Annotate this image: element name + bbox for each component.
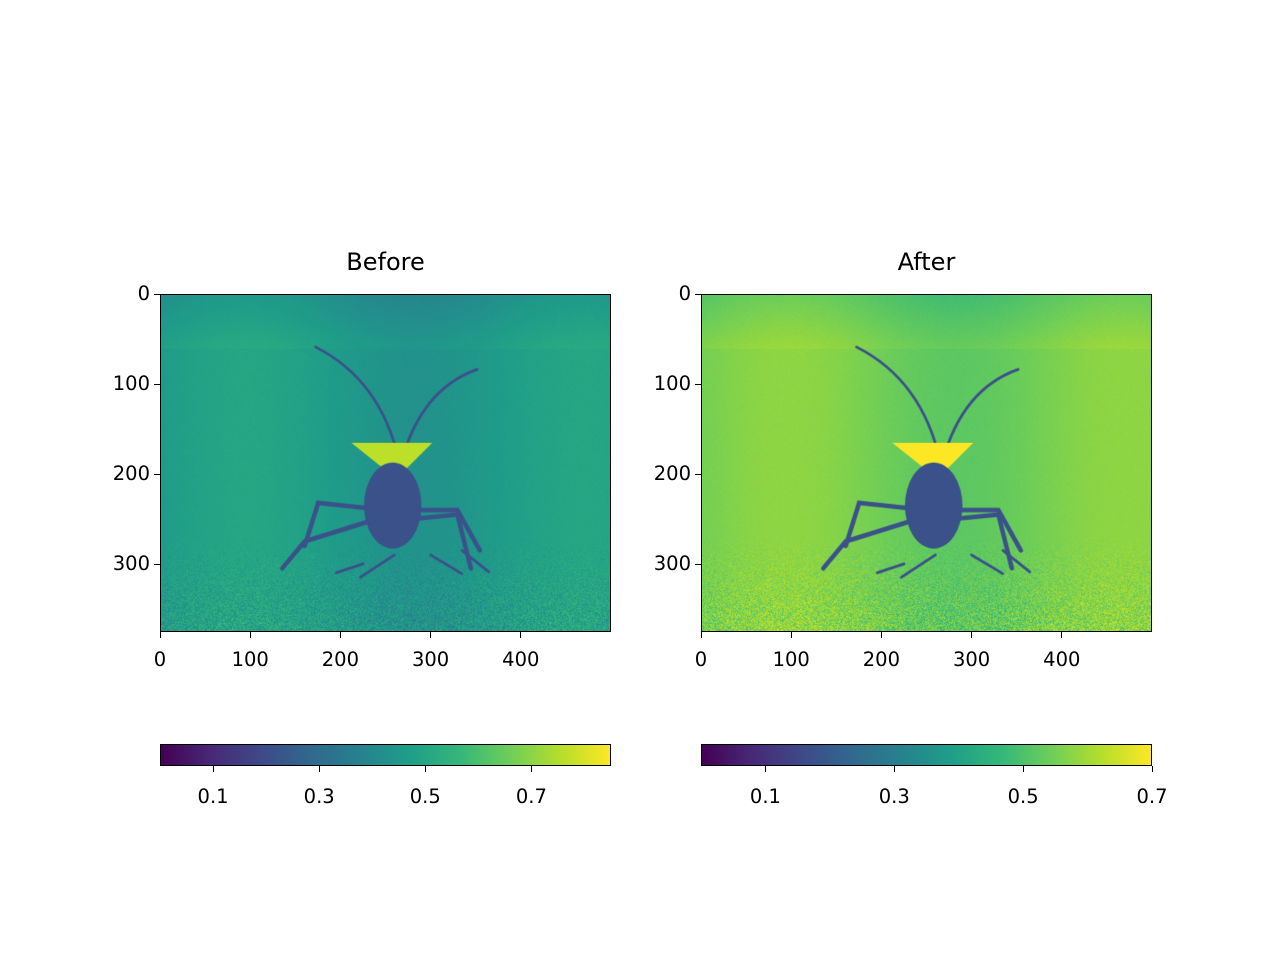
x-tick-label: 100 <box>773 648 810 671</box>
y-tick <box>154 384 160 385</box>
x-tick-label: 0 <box>154 648 166 671</box>
x-tick <box>881 632 882 638</box>
y-tick <box>154 294 160 295</box>
image-canvas <box>702 295 1151 631</box>
colorbar-tick <box>425 766 426 772</box>
x-tick-label: 400 <box>502 648 539 671</box>
colorbar-tick-label: 0.5 <box>410 785 441 808</box>
colorbar-tick <box>213 766 214 772</box>
x-tick-label: 200 <box>863 648 900 671</box>
y-tick-label: 300 <box>654 552 691 575</box>
y-tick <box>695 384 701 385</box>
y-tick-label: 200 <box>654 462 691 485</box>
colorbar-tick-label: 0.7 <box>1136 785 1167 808</box>
panel-title: Before <box>346 248 424 276</box>
colorbar-tick <box>765 766 766 772</box>
colorbar-tick <box>531 766 532 772</box>
colorbar-tick-label: 0.3 <box>879 785 910 808</box>
colorbar-tick-label: 0.7 <box>516 785 547 808</box>
x-tick <box>701 632 702 638</box>
x-tick <box>160 632 161 638</box>
y-tick <box>695 294 701 295</box>
y-tick-label: 200 <box>113 462 150 485</box>
colorbar-tick <box>1152 766 1153 772</box>
colorbar-tick <box>1023 766 1024 772</box>
y-tick-label: 0 <box>138 282 150 305</box>
colorbar <box>160 744 611 766</box>
x-tick-label: 400 <box>1043 648 1080 671</box>
colorbar-tick-label: 0.5 <box>1008 785 1039 808</box>
x-tick <box>791 632 792 638</box>
colorbar-tick <box>894 766 895 772</box>
y-tick <box>695 474 701 475</box>
x-tick-label: 300 <box>953 648 990 671</box>
y-tick <box>695 564 701 565</box>
image-axes <box>160 294 611 632</box>
colorbar-tick-label: 0.1 <box>198 785 229 808</box>
colorbar-tick <box>319 766 320 772</box>
colorbar-tick-label: 0.3 <box>304 785 335 808</box>
x-tick <box>1061 632 1062 638</box>
x-tick <box>430 632 431 638</box>
image-canvas <box>161 295 610 631</box>
colorbar-tick-label: 0.1 <box>750 785 781 808</box>
panel-title: After <box>898 248 956 276</box>
y-tick-label: 300 <box>113 552 150 575</box>
x-tick-label: 0 <box>695 648 707 671</box>
image-axes <box>701 294 1152 632</box>
y-tick-label: 100 <box>113 372 150 395</box>
x-tick <box>340 632 341 638</box>
x-tick-label: 300 <box>412 648 449 671</box>
y-tick-label: 100 <box>654 372 691 395</box>
x-tick <box>250 632 251 638</box>
y-tick <box>154 474 160 475</box>
x-tick <box>971 632 972 638</box>
x-tick-label: 200 <box>322 648 359 671</box>
colorbar <box>701 744 1152 766</box>
x-tick-label: 100 <box>232 648 269 671</box>
y-tick-label: 0 <box>679 282 691 305</box>
figure: Before 0 100 200 300 400 0 100 200 300 0.1 0.3 0.5 0.… <box>0 0 1280 960</box>
x-tick <box>520 632 521 638</box>
y-tick <box>154 564 160 565</box>
